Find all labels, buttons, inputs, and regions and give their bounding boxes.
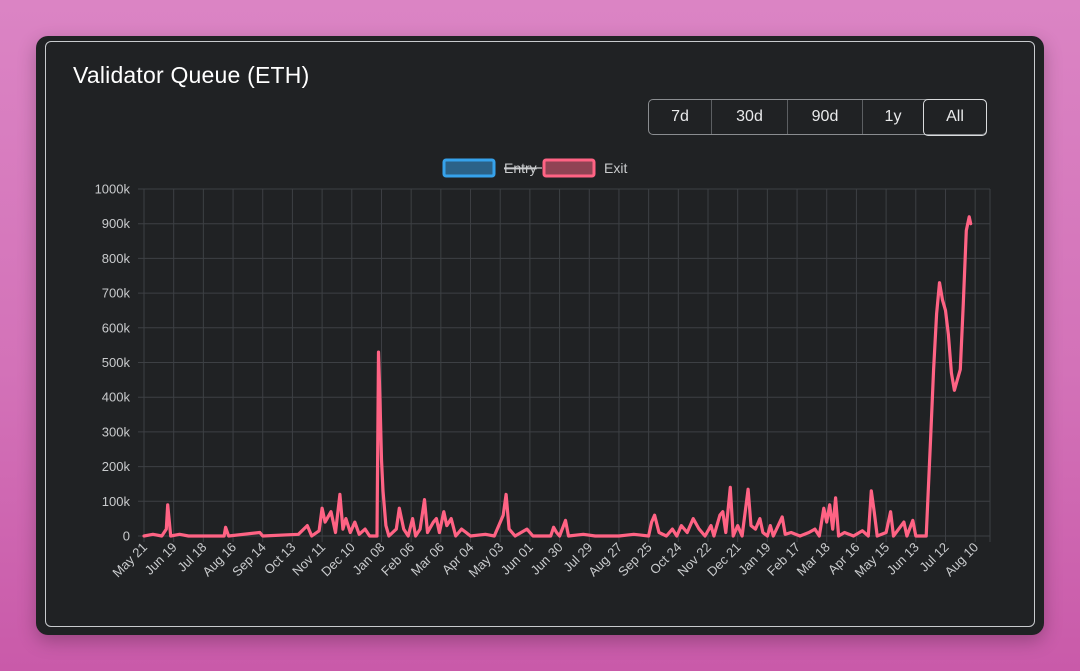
y-tick-label: 0 xyxy=(123,529,130,544)
chart-grid xyxy=(138,188,991,542)
y-tick-label: 200k xyxy=(102,459,131,474)
x-tick-label: Dec 21 xyxy=(704,540,744,580)
x-tick-label: Sep 25 xyxy=(615,540,655,580)
legend-label-exit: Exit xyxy=(604,160,627,176)
series-line-exit xyxy=(142,215,973,538)
y-tick-label: 300k xyxy=(102,424,131,439)
y-tick-label: 400k xyxy=(102,390,131,405)
range-7d-button[interactable]: 7d xyxy=(649,100,711,134)
x-tick-label: Jun 30 xyxy=(527,540,565,578)
x-tick-label: Jun 13 xyxy=(884,540,922,578)
range-all-button[interactable]: All xyxy=(923,98,987,136)
legend-swatch-exit xyxy=(542,158,596,178)
x-tick-label: May 21 xyxy=(109,540,150,581)
range-30d-button[interactable]: 30d xyxy=(711,100,787,134)
y-axis-ticks: 0 100k 200k 300k 400k 500k 600k 700k 800k 900k 100… xyxy=(95,182,131,544)
y-tick-label: 700k xyxy=(102,286,131,301)
x-tick-label: Mar 18 xyxy=(794,540,833,579)
y-tick-label: 100k xyxy=(102,494,131,509)
range-90d-button[interactable]: 90d xyxy=(787,100,862,134)
range-selector: 7d 30d 90d 1y All xyxy=(648,98,987,136)
x-tick-label: Sep 14 xyxy=(229,540,269,580)
x-tick-label: Jun 01 xyxy=(498,540,536,578)
x-tick-label: Jun 19 xyxy=(142,540,180,578)
chart-title: Validator Queue (ETH) xyxy=(73,62,310,88)
chart-series xyxy=(142,215,973,538)
legend-swatch-entry xyxy=(442,158,496,178)
x-tick-label: Dec 10 xyxy=(318,540,358,580)
y-tick-label: 600k xyxy=(102,320,131,335)
x-tick-label: Aug 10 xyxy=(942,540,982,580)
legend-item-entry[interactable]: Entry xyxy=(442,158,542,178)
chart-card-border xyxy=(45,41,1035,627)
legend-item-exit[interactable]: Exit xyxy=(542,158,627,178)
chart-legend[interactable]: Entry Exit xyxy=(442,158,627,178)
y-tick-label: 500k xyxy=(102,355,131,370)
y-tick-label: 900k xyxy=(102,216,131,231)
range-1y-button[interactable]: 1y xyxy=(862,100,923,134)
y-tick-label: 800k xyxy=(102,251,131,266)
x-tick-label: Mar 06 xyxy=(408,540,447,579)
y-tick-label: 1000k xyxy=(95,182,131,197)
